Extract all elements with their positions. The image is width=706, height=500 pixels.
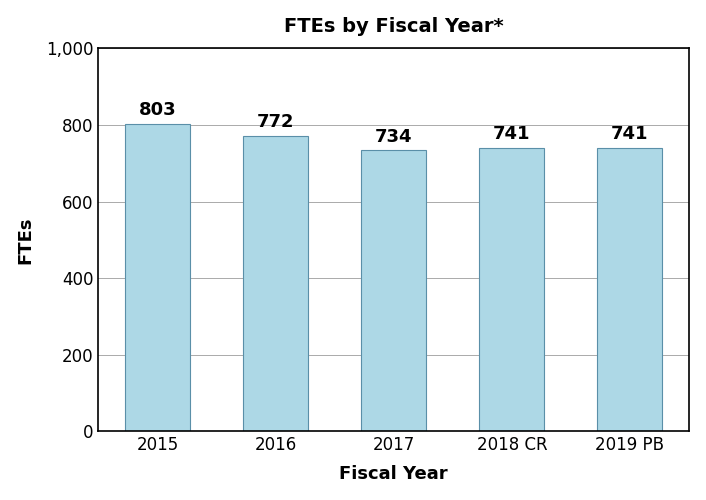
Text: 741: 741: [493, 125, 531, 143]
Bar: [597, 148, 662, 432]
Bar: [361, 150, 426, 432]
Text: 741: 741: [611, 125, 649, 143]
Text: 803: 803: [138, 101, 176, 119]
Bar: [479, 148, 544, 432]
Title: FTEs by Fiscal Year*: FTEs by Fiscal Year*: [284, 16, 503, 36]
X-axis label: Fiscal Year: Fiscal Year: [340, 466, 448, 483]
Y-axis label: FTEs: FTEs: [17, 216, 35, 264]
Bar: [243, 136, 308, 432]
Bar: [125, 124, 190, 432]
Text: 734: 734: [375, 128, 412, 146]
Text: 772: 772: [257, 113, 294, 131]
